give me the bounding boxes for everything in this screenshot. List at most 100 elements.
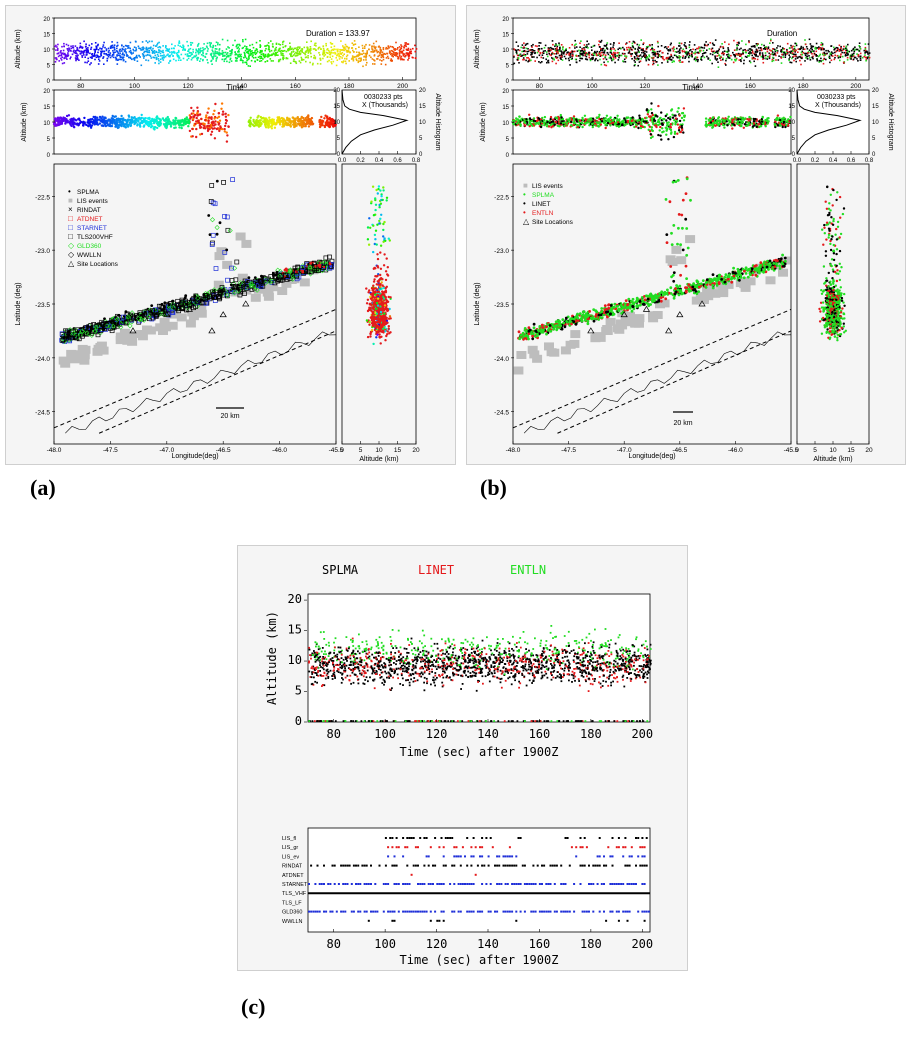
alt-point xyxy=(328,116,331,120)
timeline-point xyxy=(199,49,201,51)
alt-point xyxy=(213,137,217,140)
timeline-point xyxy=(770,38,772,41)
alt-point xyxy=(73,122,77,125)
timeline-point xyxy=(102,44,105,46)
timeline-point xyxy=(272,53,274,56)
timeline-point xyxy=(734,55,736,58)
timeline-point xyxy=(117,52,120,54)
timeline-point xyxy=(396,53,398,55)
alt-point xyxy=(294,119,297,122)
alt-point xyxy=(224,122,228,125)
timeline-point xyxy=(153,52,156,54)
timeline-point xyxy=(358,54,361,56)
timeline-point xyxy=(333,48,335,50)
timeline-point xyxy=(259,57,261,60)
timeline-point xyxy=(404,44,407,46)
timeline-point xyxy=(165,49,167,52)
y-tick-label: 0 xyxy=(47,79,51,85)
timeline-point xyxy=(285,50,288,53)
timeline-point xyxy=(109,52,112,54)
lis-block xyxy=(79,351,90,360)
alt-point xyxy=(159,122,163,125)
timeline-point xyxy=(83,54,85,56)
timeline-point xyxy=(186,55,189,57)
timeline-point xyxy=(241,59,243,62)
timeline-point xyxy=(679,61,681,63)
map-point xyxy=(171,299,174,303)
timeline-point xyxy=(330,61,332,63)
timeline-point xyxy=(388,52,391,54)
timeline-point xyxy=(353,40,356,42)
timeline-point xyxy=(761,43,763,46)
alt-point xyxy=(91,117,94,121)
timeline-point xyxy=(112,52,115,54)
timeline-point xyxy=(293,60,296,63)
timeline-point xyxy=(106,60,108,62)
lis-block xyxy=(299,278,310,287)
timeline-point xyxy=(712,43,715,46)
timeline-point xyxy=(58,60,60,62)
timeline-point xyxy=(541,61,543,63)
alt-point xyxy=(275,121,279,124)
timeline-point xyxy=(103,50,106,53)
dashed-line xyxy=(53,308,337,429)
timeline-point xyxy=(767,47,770,50)
alt-point xyxy=(196,114,199,117)
timeline-point xyxy=(345,58,348,60)
map-point xyxy=(218,221,222,225)
x-tick-label: -47.0 xyxy=(159,447,174,454)
timeline-point xyxy=(132,52,134,54)
timeline-point xyxy=(165,45,167,47)
timeline-point xyxy=(294,47,296,50)
timeline-point xyxy=(230,52,233,54)
timeline-point xyxy=(244,56,247,58)
timeline-point xyxy=(216,51,218,53)
alt-point xyxy=(270,119,273,123)
alt-point xyxy=(151,118,154,121)
timeline-point xyxy=(568,47,571,49)
map-point xyxy=(214,224,220,231)
timeline-point xyxy=(215,41,218,44)
timeline-point xyxy=(259,44,261,46)
timeline-point xyxy=(133,57,136,59)
alt-point xyxy=(205,114,208,117)
map-point xyxy=(183,300,188,306)
timeline-point xyxy=(154,62,156,64)
timeline-point xyxy=(357,55,360,57)
timeline-point xyxy=(408,52,410,55)
side-point xyxy=(389,296,392,299)
timeline-point xyxy=(62,49,65,52)
side-point xyxy=(380,297,384,300)
timeline-point xyxy=(282,55,285,57)
timeline-point xyxy=(554,49,557,52)
legend-symbol: □ xyxy=(68,214,73,223)
map-point xyxy=(219,285,225,290)
timeline-point xyxy=(581,50,584,52)
timeline-point xyxy=(366,61,368,64)
timeline-point xyxy=(289,62,292,64)
timeline-point xyxy=(274,48,276,50)
timeline-point xyxy=(75,52,77,54)
map-point xyxy=(237,292,243,298)
alt-point xyxy=(189,115,192,119)
alt-point xyxy=(166,115,169,119)
timeline-point xyxy=(766,48,769,51)
alt-point xyxy=(200,117,203,121)
timeline-point xyxy=(211,57,214,60)
side-point xyxy=(384,330,387,333)
timeline-point xyxy=(117,44,119,47)
side-point xyxy=(371,298,374,301)
timeline-point xyxy=(78,59,80,61)
timeline-point xyxy=(703,47,706,49)
side-point xyxy=(368,323,371,326)
timeline-point xyxy=(370,56,372,59)
lis-block xyxy=(77,344,88,353)
timeline-point xyxy=(365,52,367,55)
timeline-point xyxy=(162,49,164,52)
timeline-point xyxy=(631,58,633,60)
timeline-point xyxy=(827,49,829,52)
timeline-point xyxy=(150,46,152,49)
timeline-point xyxy=(392,55,394,58)
timeline-point xyxy=(750,52,752,54)
timeline-point xyxy=(405,45,407,48)
